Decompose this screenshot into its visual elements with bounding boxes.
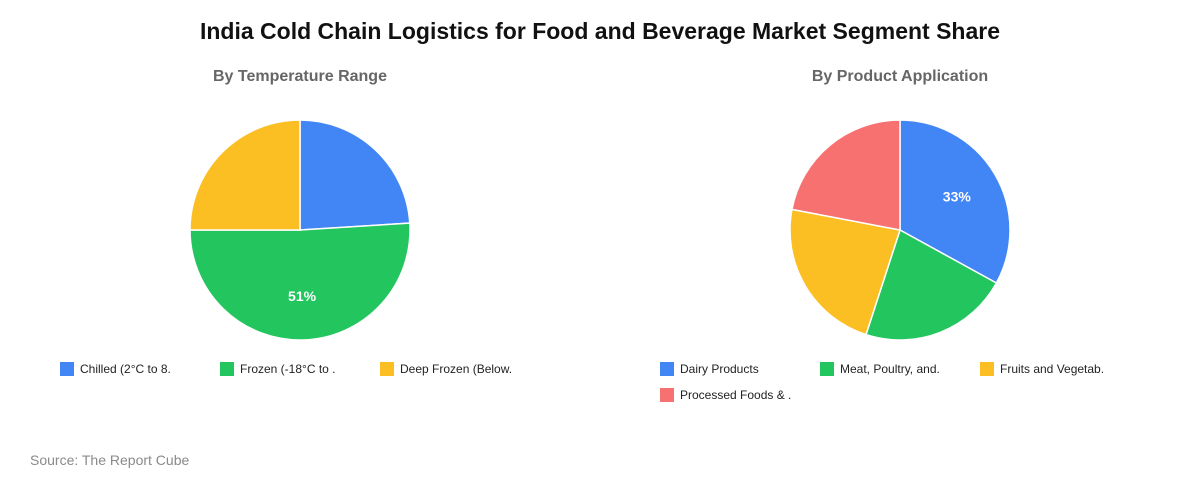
pie-slice-fruits-and-vegetab (789, 208, 901, 336)
legend-label: Frozen (-18°C to . (240, 362, 336, 376)
legend-label: Dairy Products (680, 362, 759, 376)
pie-chart-temperature-range: 51% (189, 119, 411, 341)
legend-swatch (220, 362, 234, 376)
data-label-dairy-products: 33% (943, 188, 972, 204)
pie-slice-meat-poultry-and (865, 228, 998, 341)
pie-title-product-application: By Product Application (811, 68, 989, 85)
legend-swatch (660, 362, 674, 376)
legend-label: Chilled (2°C to 8. (80, 362, 171, 376)
legend-swatch (660, 388, 674, 402)
legend-swatch (60, 362, 74, 376)
pie-title-temperature-range: By Temperature Range (213, 68, 387, 85)
legend-label: Deep Frozen (Below. (400, 362, 513, 376)
pie-chart-product-application: 33% (789, 119, 1011, 341)
legend-item-frozen-18-c-to: Frozen (-18°C to . (220, 361, 336, 377)
legend-item-processed-foods: Processed Foods & . (660, 387, 791, 403)
legend-label: Fruits and Vegetab. (1000, 362, 1105, 376)
source-note: Source: The Report Cube (30, 452, 190, 468)
legend-item-deep-frozen-below: Deep Frozen (Below. (380, 361, 512, 377)
legend-label: Processed Foods & . (680, 388, 792, 402)
legend-item-chilled-2-c-to-8: Chilled (2°C to 8. (60, 361, 171, 377)
legend-swatch (980, 362, 994, 376)
pie-slice-dairy-products (899, 119, 1011, 285)
legend-swatch (380, 362, 394, 376)
data-label-frozen-18-c-to: 51% (288, 288, 317, 304)
legend-item-fruits-and-vegetab: Fruits and Vegetab. (980, 361, 1104, 377)
legend-item-dairy-products: Dairy Products (660, 361, 759, 377)
pie-slice-deep-frozen-below (189, 119, 301, 231)
pie-slice-chilled-2-c-to-8 (299, 119, 411, 231)
legend-label: Meat, Poultry, and. (840, 362, 940, 376)
legend-swatch (820, 362, 834, 376)
chart-title: India Cold Chain Logistics for Food and … (199, 18, 1001, 44)
pie-slice-frozen-18-c-to (189, 222, 411, 341)
legend-item-meat-poultry-and: Meat, Poultry, and. (820, 361, 940, 377)
pie-slice-processed-foods (791, 119, 901, 231)
